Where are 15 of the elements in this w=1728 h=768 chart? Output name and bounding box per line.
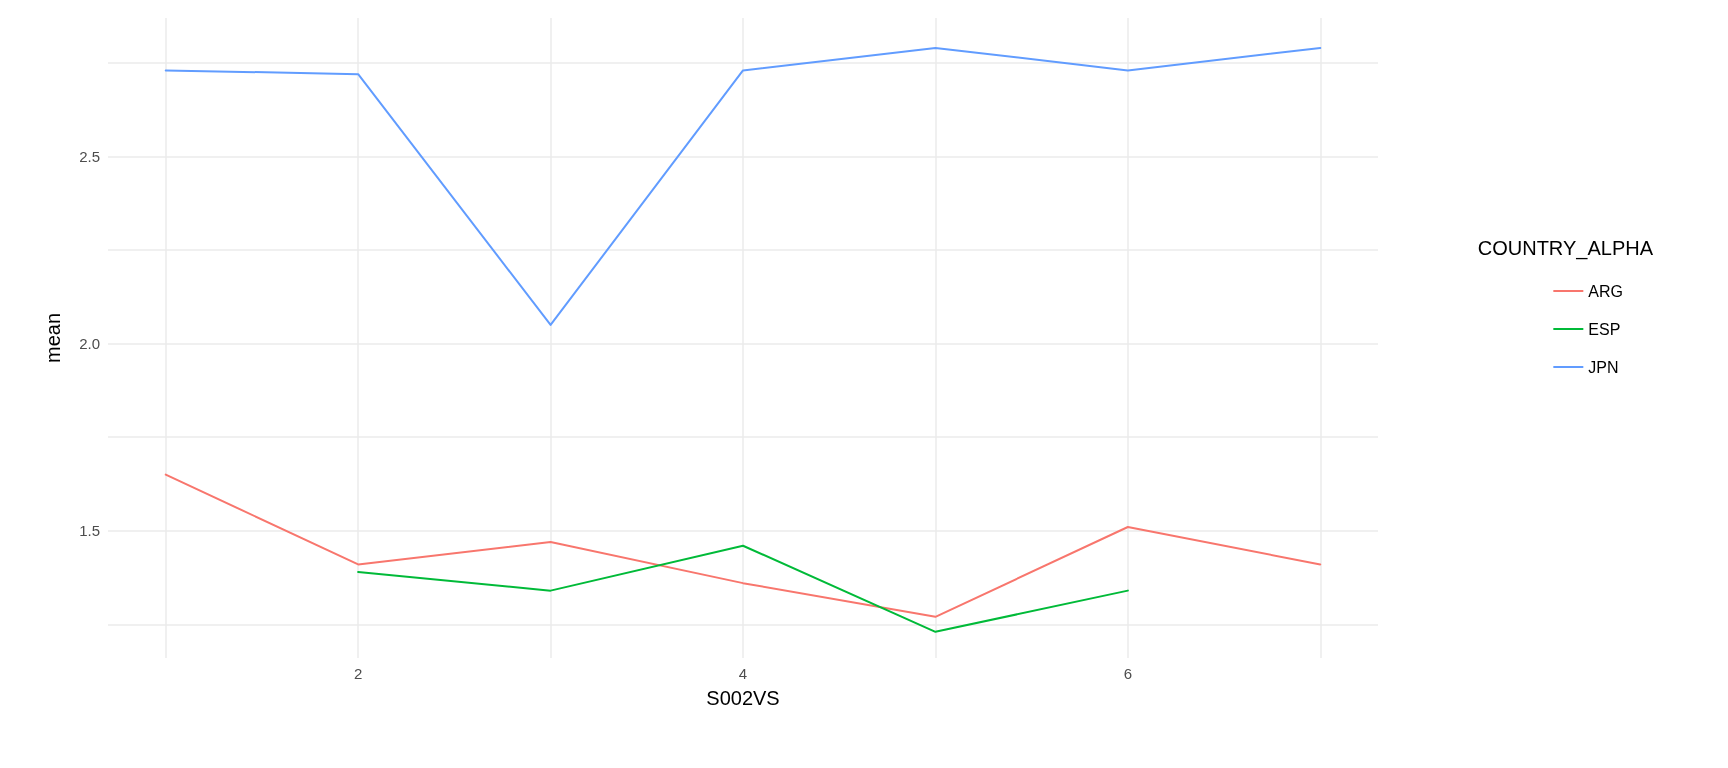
x-tick-label: 2	[353, 665, 363, 682]
legend-label: ARG	[1588, 282, 1623, 300]
legend-label: ESP	[1588, 320, 1621, 338]
line-series	[164, 46, 1322, 326]
legend-title: COUNTRY_ALPHA	[1477, 237, 1654, 260]
x-tick-label: 6	[1123, 665, 1133, 682]
y-tick-label: 2.0	[79, 335, 100, 353]
x-tick-label: 4	[738, 665, 748, 682]
y-axis-title: mean	[42, 312, 64, 364]
legend-label: JPN	[1588, 358, 1619, 376]
x-axis-title: S002VS	[706, 687, 780, 709]
y-tick-label: 1.5	[79, 522, 100, 540]
line-series	[357, 544, 1129, 633]
line-series	[164, 473, 1322, 618]
y-tick-label: 2.5	[79, 147, 100, 165]
